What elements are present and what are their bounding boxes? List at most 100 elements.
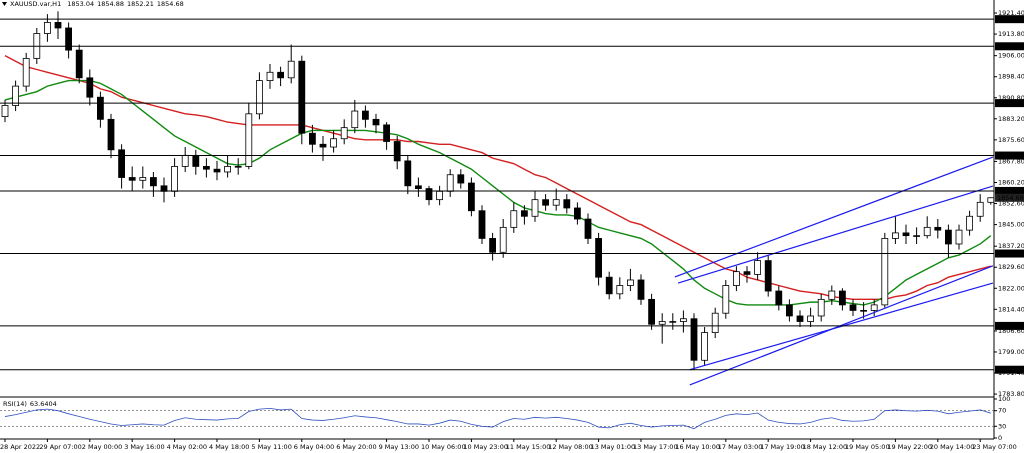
candle-body	[595, 238, 602, 278]
candle-body	[181, 154, 189, 167]
y-tick-label: 1837.20	[998, 242, 1024, 250]
candle-body	[976, 201, 984, 217]
candle-body	[923, 226, 931, 237]
trendline	[689, 265, 994, 386]
candle-body	[913, 235, 920, 237]
candle-body	[44, 22, 51, 34]
ohlc-value: 1853.04	[67, 0, 94, 8]
x-tick-label: 10 May 23:00	[463, 443, 508, 451]
candle-body	[65, 27, 72, 51]
candle-body	[574, 207, 581, 220]
x-tick-label: 6 May 04:00	[294, 443, 334, 451]
candle-body	[499, 226, 507, 253]
rsi-tick-label: 0	[998, 434, 1002, 442]
candle-body	[192, 154, 200, 167]
y-tick-label: 1814.40	[998, 305, 1024, 313]
candle-body	[319, 143, 327, 148]
candle-body	[404, 160, 412, 187]
candle-body	[733, 271, 740, 286]
candle-body	[711, 312, 719, 333]
y-tick-label: 1883.20	[998, 115, 1024, 123]
y-tick-label: 1852.60	[998, 200, 1024, 208]
candle-body	[202, 166, 210, 170]
candle-body	[637, 279, 645, 300]
candle-body	[361, 110, 369, 120]
candle-body	[881, 238, 889, 306]
x-tick-label: 23 May 07:00	[972, 443, 1017, 451]
candle-body	[457, 174, 465, 184]
candle-body	[796, 315, 804, 322]
candle-body	[828, 290, 836, 300]
price-line-label: 1857.15	[997, 187, 1024, 195]
price-line-label-box	[995, 321, 1024, 330]
candle-body	[22, 58, 30, 87]
candle-body	[97, 96, 104, 120]
price-line-label: 1888.87	[997, 99, 1024, 107]
candle-body	[955, 229, 963, 245]
candle-body	[351, 110, 359, 129]
candle-body	[764, 260, 772, 292]
candle-body	[255, 80, 263, 115]
y-tick-label: 1783.80	[998, 390, 1024, 398]
candle-body	[627, 279, 634, 286]
candle-body	[12, 85, 20, 106]
candle-body	[171, 166, 179, 192]
candle-body	[107, 118, 115, 151]
candle-body	[521, 210, 528, 217]
candle-body	[393, 141, 401, 162]
candle-body	[902, 232, 910, 237]
x-tick-label: 16 May 10:00	[675, 443, 720, 451]
price-line-label-box	[995, 186, 1024, 195]
y-tick-label: 1921.40	[998, 9, 1024, 17]
price-line-label-box	[995, 42, 1024, 51]
candle-body	[892, 232, 899, 239]
candle-body	[680, 318, 687, 322]
x-tick-label: 19 May 22:00	[887, 443, 932, 451]
x-tick-label: 11 May 15:00	[506, 443, 551, 451]
rsi-tick-label: 30	[998, 422, 1006, 430]
price-line-label: 1909.39	[997, 42, 1024, 50]
price-line-label-box	[995, 151, 1024, 160]
candle-body	[298, 60, 306, 134]
candle-body	[945, 229, 952, 245]
x-tick-label: 13 May 17:00	[633, 443, 678, 451]
candle-body	[266, 71, 274, 81]
candle-body	[966, 215, 973, 231]
y-tick-label: 1806.60	[998, 327, 1024, 335]
candle-body	[330, 138, 338, 148]
candle-body	[128, 177, 136, 181]
candle-body	[425, 188, 433, 201]
candle-body	[616, 285, 624, 295]
candle-body	[584, 218, 592, 239]
trendline	[677, 185, 994, 284]
candle-body	[414, 185, 422, 189]
candle-body	[839, 290, 846, 306]
rsi-line	[4, 407, 991, 430]
candle-body	[849, 304, 857, 311]
ohlc-value: 1854.88	[97, 0, 124, 8]
price-line-label-box	[995, 365, 1024, 374]
price-line-label: 1869.93	[997, 152, 1024, 160]
x-tick-label: 6 May 20:00	[336, 443, 376, 451]
x-tick-label: 18 May 12:00	[803, 443, 848, 451]
y-tick-label: 1829.60	[998, 263, 1024, 271]
x-tick-label: 13 May 01:00	[591, 443, 636, 451]
x-tick-label: 17 May 19:00	[760, 443, 805, 451]
candle-body	[987, 197, 995, 203]
candle-body	[436, 190, 444, 201]
candle-body	[75, 49, 83, 79]
x-tick-label: 9 May 13:00	[379, 443, 419, 451]
candle-body	[149, 177, 157, 187]
candle-body	[701, 332, 708, 361]
candle-body	[648, 298, 655, 325]
rsi-tick-label: 70	[998, 407, 1006, 415]
rsi-tick-label: 100	[998, 395, 1010, 403]
candle-body	[383, 124, 391, 142]
price-line-label: 1919.18	[997, 15, 1024, 23]
candle-body	[287, 60, 295, 79]
candle-body	[658, 321, 666, 325]
candle-body	[754, 260, 761, 275]
ohlc-value: 1852.21	[127, 0, 154, 8]
candle-body	[860, 310, 867, 312]
